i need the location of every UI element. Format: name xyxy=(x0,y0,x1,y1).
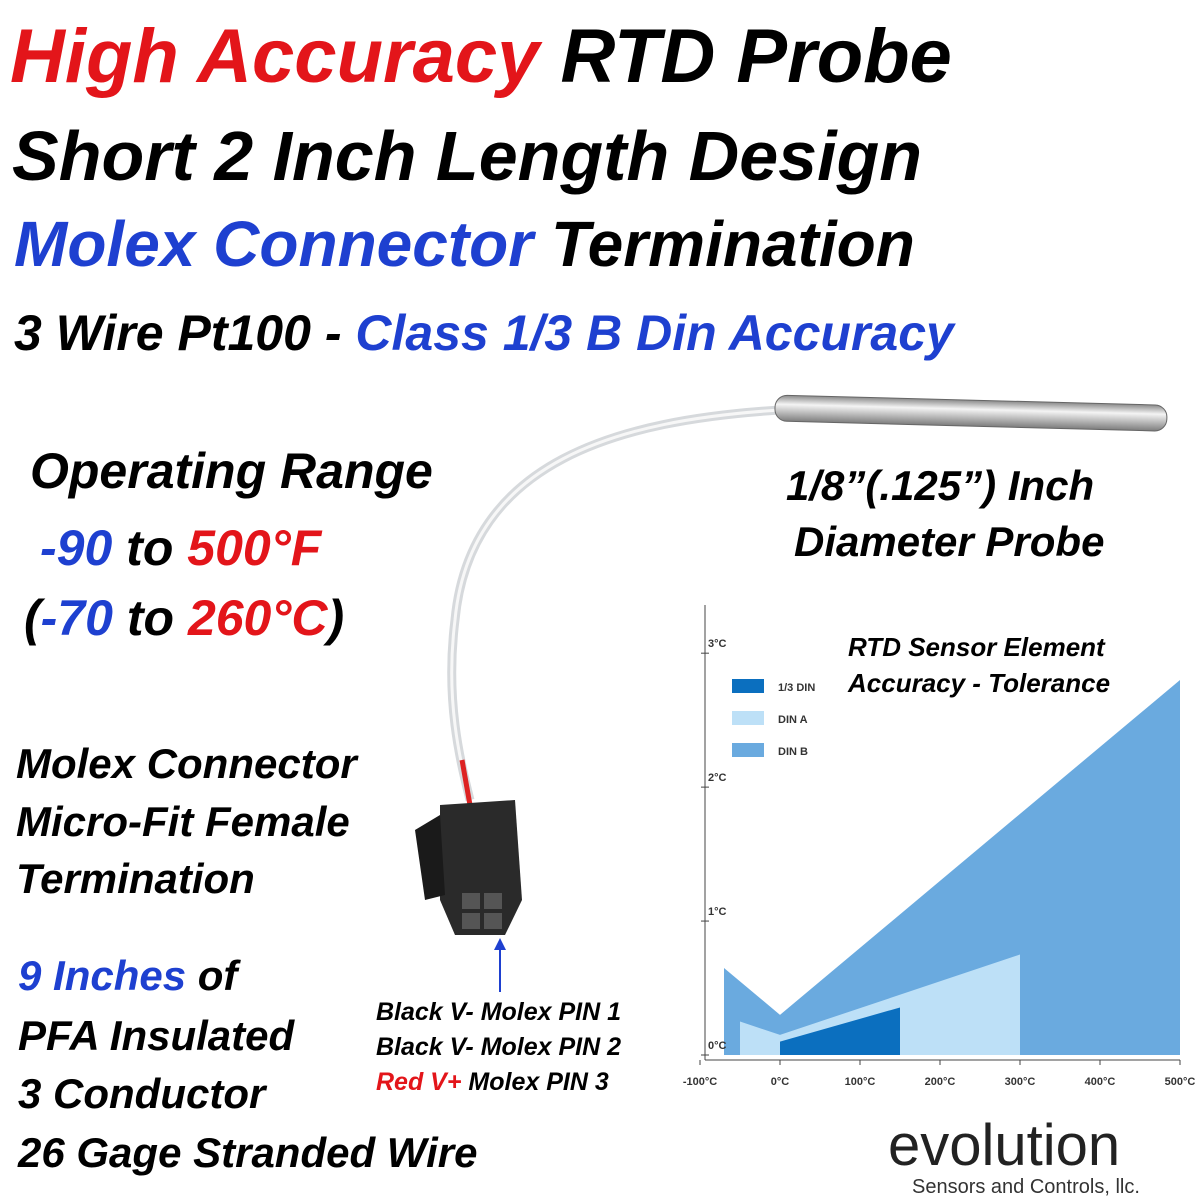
legend-label: DIN A xyxy=(778,714,808,726)
pin-text: Red V+ Molex PIN 3 xyxy=(376,1068,609,1096)
pin-hole xyxy=(462,893,480,909)
probe-text: Diameter Probe xyxy=(794,518,1104,565)
legend-swatch xyxy=(732,743,764,757)
title-line: High Accuracy RTD Probe xyxy=(10,14,952,99)
y-tick-label: 1°C xyxy=(708,906,727,918)
probe-sheath xyxy=(774,394,1168,432)
pin-hole xyxy=(484,893,502,909)
wire-highlight xyxy=(450,408,781,801)
range-f: -90 to 500°F xyxy=(40,520,323,576)
pin-text: Black V- Molex PIN 2 xyxy=(376,1033,621,1061)
range-c: (-70 to 260°C) xyxy=(24,590,344,646)
y-tick-label: 2°C xyxy=(708,772,727,784)
wire-text: PFA Insulated xyxy=(18,1012,296,1059)
x-tick-label: 300°C xyxy=(1005,1076,1036,1088)
chart-title: Accuracy - Tolerance xyxy=(847,668,1110,698)
x-tick-label: 0°C xyxy=(771,1076,790,1088)
x-tick-label: -100°C xyxy=(683,1076,717,1088)
wire-text: 9 Inches of xyxy=(18,952,241,999)
title-line: Molex Connector Termination xyxy=(14,208,915,280)
x-tick-label: 200°C xyxy=(925,1076,956,1088)
x-tick-label: 400°C xyxy=(1085,1076,1116,1088)
red-wire xyxy=(459,759,473,806)
title-line: Short 2 Inch Length Design xyxy=(12,117,922,195)
y-tick-label: 3°C xyxy=(708,638,727,650)
legend-label: DIN B xyxy=(778,746,808,758)
logo-name: evolution xyxy=(888,1113,1120,1178)
legend-swatch xyxy=(732,711,764,725)
pin-hole xyxy=(462,913,480,929)
pin-text: Black V- Molex PIN 1 xyxy=(376,998,621,1026)
connector-text: Micro-Fit Female xyxy=(16,798,350,845)
x-tick-label: 100°C xyxy=(845,1076,876,1088)
connector xyxy=(415,800,522,935)
connector-text: Termination xyxy=(16,855,255,902)
connector-body xyxy=(440,800,522,935)
chart: 0°C 1°C 2°C 3°C -100°C 0°C 100°C 200°C 300°C 400°… xyxy=(683,605,1196,1088)
title-line: 3 Wire Pt100 - Class 1/3 B Din Accuracy xyxy=(14,305,956,361)
arrow-head xyxy=(494,938,506,950)
area xyxy=(724,679,1180,1055)
y-tick-label: 0°C xyxy=(708,1040,727,1052)
legend-swatch xyxy=(732,679,764,693)
wire xyxy=(447,405,781,802)
area xyxy=(740,954,1020,1055)
legend-label: 1/3 DIN xyxy=(778,682,815,694)
wire-text: 26 Gage Stranded Wire xyxy=(17,1129,477,1176)
connector-latch xyxy=(415,815,445,900)
pin-hole xyxy=(484,913,502,929)
x-tick-label: 500°C xyxy=(1165,1076,1196,1088)
range-label: Operating Range xyxy=(30,443,433,499)
probe-text: 1/8”(.125”) Inch xyxy=(786,462,1094,509)
logo-tagline: Sensors and Controls, llc. xyxy=(912,1176,1140,1198)
wire-text: 3 Conductor xyxy=(18,1070,268,1117)
area xyxy=(780,1007,900,1055)
probe-body xyxy=(774,394,1168,432)
connector-text: Molex Connector xyxy=(16,740,359,787)
chart-title: RTD Sensor Element xyxy=(848,632,1106,662)
